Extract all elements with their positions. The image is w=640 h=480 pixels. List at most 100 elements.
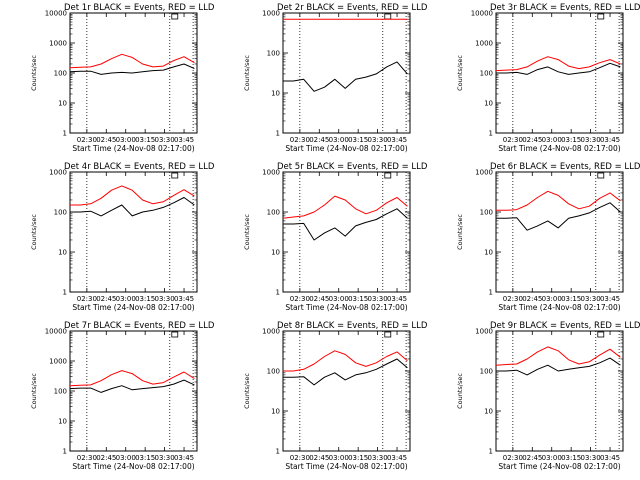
panel-title: Det 5r BLACK = Events, RED = LLD — [277, 162, 428, 172]
y-tick-label: 100 — [54, 209, 67, 217]
events-series-line — [283, 358, 408, 386]
x-tick-label: 03:30 — [581, 295, 601, 303]
x-tick-label: 03:30 — [368, 295, 388, 303]
marker-box — [384, 331, 392, 338]
x-tick-label: 03:15 — [135, 454, 155, 462]
x-tick-label: 03:00 — [116, 136, 136, 144]
marker-box — [384, 172, 392, 179]
x-tick-label: 03:00 — [116, 295, 136, 303]
marker-box — [597, 331, 605, 338]
panel-title: Det 8r BLACK = Events, RED = LLD — [277, 321, 428, 331]
x-tick-label: 03:30 — [368, 454, 388, 462]
plot-frame — [495, 12, 624, 134]
x-axis-label: Start Time (24-Nov-08 02:17:00) — [72, 462, 194, 471]
y-tick-label: 1 — [489, 289, 493, 297]
events-series-line — [70, 197, 195, 217]
lld-series-line — [70, 185, 195, 206]
x-tick-label: 02:45 — [522, 136, 542, 144]
x-tick-label: 03:00 — [329, 136, 349, 144]
panel-title: Det 2r BLACK = Events, RED = LLD — [277, 3, 428, 13]
y-tick-label: 1 — [276, 289, 280, 297]
x-tick-label: 03:00 — [542, 295, 562, 303]
lld-series-line — [496, 190, 621, 211]
x-tick-label: 03:30 — [368, 136, 388, 144]
y-tick-label: 10000 — [471, 10, 493, 18]
y-axis-label: Counts/sec — [456, 55, 464, 91]
chart-panel-3: Det 3r BLACK = Events, RED = LLD 02:30 02:… — [456, 3, 640, 153]
x-tick-label: 03:15 — [561, 295, 581, 303]
x-tick-label: 03:00 — [329, 454, 349, 462]
marker-box — [597, 13, 605, 20]
x-tick-label: 03:15 — [348, 136, 368, 144]
x-tick-label: 03:45 — [174, 136, 194, 144]
events-series-line — [283, 208, 408, 241]
x-tick-label: 02:30 — [77, 454, 97, 462]
marker-box — [171, 331, 179, 338]
marker-box — [171, 172, 179, 179]
x-tick-label: 03:45 — [387, 136, 407, 144]
x-tick-label: 02:30 — [290, 454, 310, 462]
y-tick-label: 1000 — [475, 40, 493, 48]
events-series-line — [496, 357, 621, 376]
y-tick-label: 10 — [484, 100, 493, 108]
y-tick-label: 1000 — [475, 169, 493, 177]
y-tick-label: 1000 — [262, 169, 280, 177]
x-tick-label: 02:30 — [77, 136, 97, 144]
lld-series-line — [283, 350, 408, 372]
plot-frame — [282, 330, 411, 452]
y-tick-label: 10 — [271, 408, 280, 416]
y-tick-label: 1 — [276, 130, 280, 138]
x-tick-label: 03:00 — [542, 136, 562, 144]
y-axis-label: Counts/sec — [456, 214, 464, 250]
x-tick-label: 03:30 — [581, 454, 601, 462]
y-tick-label: 100 — [54, 388, 67, 396]
panel-title: Det 6r BLACK = Events, RED = LLD — [490, 162, 640, 172]
x-tick-label: 02:30 — [290, 295, 310, 303]
x-tick-label: 03:00 — [329, 295, 349, 303]
x-tick-label: 03:30 — [155, 295, 175, 303]
x-tick-label: 03:45 — [387, 454, 407, 462]
x-tick-label: 03:15 — [135, 295, 155, 303]
y-tick-label: 10000 — [45, 328, 67, 336]
marker-box — [597, 172, 605, 179]
lld-series-line — [495, 56, 621, 72]
x-tick-label: 03:45 — [387, 295, 407, 303]
y-tick-label: 100 — [267, 50, 280, 58]
panel-title: Det 4r BLACK = Events, RED = LLD — [64, 162, 215, 172]
y-tick-label: 100 — [267, 368, 280, 376]
x-tick-label: 03:00 — [116, 454, 136, 462]
x-axis-label: Start Time (24-Nov-08 02:17:00) — [72, 144, 194, 153]
x-tick-label: 02:45 — [96, 454, 116, 462]
x-tick-label: 03:30 — [155, 454, 175, 462]
y-axis-label: Counts/sec — [243, 373, 251, 409]
y-tick-label: 1 — [276, 448, 280, 456]
x-axis-label: Start Time (24-Nov-08 02:17:00) — [285, 303, 407, 312]
x-tick-label: 02:45 — [96, 136, 116, 144]
events-series-line — [69, 379, 195, 393]
y-tick-label: 1000 — [262, 10, 280, 18]
panel-title: Det 3r BLACK = Events, RED = LLD — [490, 3, 640, 13]
y-axis-label: Counts/sec — [243, 214, 251, 250]
plot-frame — [69, 171, 198, 293]
lld-series-line — [495, 346, 621, 366]
y-axis-label: Counts/sec — [456, 373, 464, 409]
lld-series-line — [69, 370, 195, 387]
x-tick-label: 03:15 — [561, 136, 581, 144]
x-tick-label: 03:45 — [600, 136, 620, 144]
y-tick-label: 1 — [63, 448, 67, 456]
x-tick-label: 02:45 — [522, 454, 542, 462]
y-tick-label: 1000 — [262, 328, 280, 336]
marker-box — [384, 13, 392, 20]
y-tick-label: 10 — [271, 249, 280, 257]
x-tick-label: 03:45 — [174, 454, 194, 462]
plot-frame — [282, 171, 411, 293]
panel-title: Det 1r BLACK = Events, RED = LLD — [64, 3, 215, 13]
chart-panel-9: Det 9r BLACK = Events, RED = LLD 02:30 02:… — [456, 321, 640, 471]
events-series-line — [283, 61, 408, 92]
events-series-line — [69, 63, 195, 75]
chart-panel-6: Det 6r BLACK = Events, RED = LLD 02:30 02:… — [456, 162, 640, 312]
y-tick-label: 1000 — [49, 358, 67, 366]
x-tick-label: 02:30 — [503, 136, 523, 144]
x-tick-label: 03:30 — [581, 136, 601, 144]
panel-title: Det 9r BLACK = Events, RED = LLD — [490, 321, 640, 331]
